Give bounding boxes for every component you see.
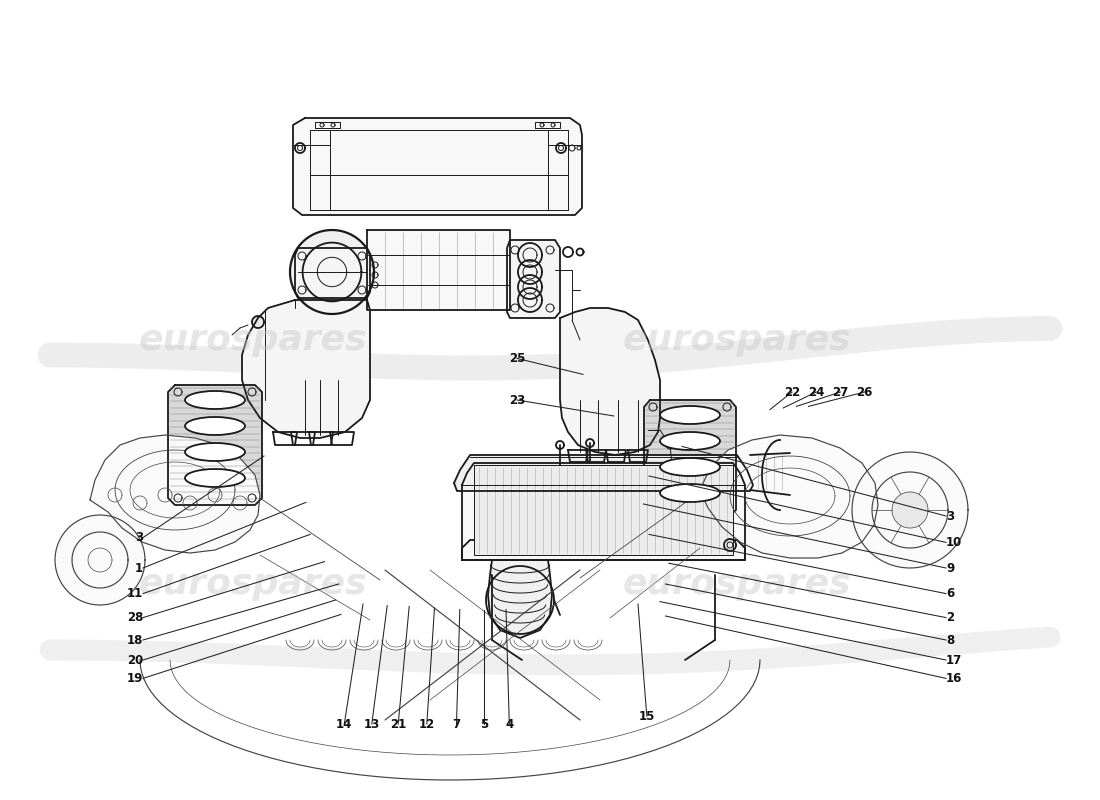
Ellipse shape	[185, 443, 245, 461]
Ellipse shape	[660, 458, 720, 476]
Polygon shape	[462, 463, 745, 560]
Text: 13: 13	[364, 718, 380, 730]
Polygon shape	[367, 230, 510, 310]
Text: 2: 2	[946, 611, 954, 624]
Text: 11: 11	[126, 587, 143, 600]
Ellipse shape	[185, 391, 245, 409]
Polygon shape	[168, 385, 262, 505]
Polygon shape	[644, 400, 736, 515]
Polygon shape	[560, 308, 660, 455]
Polygon shape	[700, 435, 878, 558]
Text: 22: 22	[784, 386, 800, 398]
Ellipse shape	[185, 469, 245, 487]
Polygon shape	[252, 316, 264, 328]
Polygon shape	[488, 560, 552, 638]
Text: 9: 9	[946, 562, 955, 574]
Text: 3: 3	[946, 510, 954, 522]
Text: 18: 18	[126, 634, 143, 646]
Ellipse shape	[660, 406, 720, 424]
Text: 21: 21	[390, 718, 406, 730]
Text: 27: 27	[833, 386, 848, 398]
Text: 3: 3	[135, 531, 143, 544]
Ellipse shape	[660, 484, 720, 502]
Text: 23: 23	[509, 394, 525, 406]
Ellipse shape	[660, 432, 720, 450]
Text: 19: 19	[126, 672, 143, 685]
Text: 16: 16	[946, 672, 962, 685]
Text: eurospares: eurospares	[623, 567, 851, 601]
Text: eurospares: eurospares	[139, 323, 367, 357]
Polygon shape	[295, 248, 370, 298]
Text: 1: 1	[135, 562, 143, 574]
Text: 26: 26	[857, 386, 872, 398]
Text: 6: 6	[946, 587, 955, 600]
Text: 25: 25	[509, 352, 525, 365]
Text: 10: 10	[946, 536, 962, 549]
Text: 7: 7	[452, 718, 461, 730]
Polygon shape	[462, 540, 745, 560]
Polygon shape	[852, 452, 968, 568]
Text: 24: 24	[808, 386, 824, 398]
Polygon shape	[242, 300, 370, 438]
Polygon shape	[90, 435, 260, 553]
Text: 5: 5	[480, 718, 488, 730]
Text: 15: 15	[639, 710, 654, 722]
Polygon shape	[293, 118, 582, 215]
Text: eurospares: eurospares	[139, 567, 367, 601]
Polygon shape	[317, 258, 346, 286]
Text: 28: 28	[126, 611, 143, 624]
Text: eurospares: eurospares	[623, 323, 851, 357]
Bar	[474, 465, 733, 555]
Polygon shape	[55, 515, 145, 605]
Text: 8: 8	[946, 634, 955, 646]
Polygon shape	[290, 230, 374, 314]
Ellipse shape	[185, 417, 245, 435]
Polygon shape	[454, 455, 754, 491]
Text: 4: 4	[505, 718, 514, 730]
Polygon shape	[507, 240, 560, 318]
Text: 12: 12	[419, 718, 435, 730]
Text: 20: 20	[126, 654, 143, 666]
Text: 14: 14	[337, 718, 352, 730]
Polygon shape	[892, 492, 928, 528]
Text: 17: 17	[946, 654, 962, 666]
